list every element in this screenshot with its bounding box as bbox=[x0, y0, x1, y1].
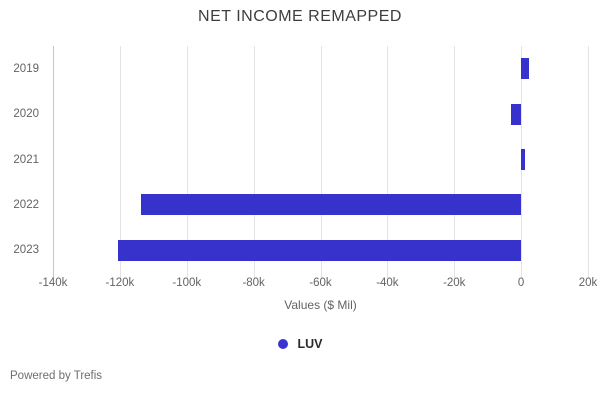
legend-marker-icon[interactable] bbox=[277, 339, 288, 349]
gridline bbox=[186, 46, 188, 278]
y-tick-label-2020: 2020 bbox=[13, 108, 39, 121]
x-tick-label--100k: -100k bbox=[172, 277, 202, 289]
gridline bbox=[387, 46, 389, 278]
bar-2022[interactable] bbox=[140, 194, 522, 216]
x-axis-title: Values ($ Mil) bbox=[284, 298, 357, 312]
chart-title: NET INCOME REMAPPED bbox=[198, 8, 402, 25]
x-tick-label-0: 0 bbox=[517, 277, 525, 289]
gridline bbox=[253, 46, 255, 278]
legend-item-luv[interactable]: LUV bbox=[297, 337, 323, 351]
y-tick-label-2022: 2022 bbox=[13, 198, 39, 211]
bar-2021[interactable] bbox=[521, 149, 525, 170]
y-tick-label-2023: 2023 bbox=[13, 244, 39, 257]
powered-by-trefis: Powered by Trefis bbox=[10, 370, 103, 382]
x-tick-label--40k: -40k bbox=[376, 277, 399, 289]
bar-2019[interactable] bbox=[521, 58, 530, 80]
y-tick-label-2021: 2021 bbox=[13, 153, 39, 166]
gridline bbox=[320, 46, 322, 278]
x-tick-label--20k: -20k bbox=[443, 277, 466, 289]
gridline bbox=[588, 46, 589, 278]
gridline bbox=[119, 46, 121, 278]
bar-2023[interactable] bbox=[117, 239, 522, 261]
x-tick-label--80k: -80k bbox=[242, 277, 265, 289]
x-tick-label--140k: -140k bbox=[38, 277, 68, 289]
plot-area bbox=[53, 46, 589, 278]
y-axis-line bbox=[53, 46, 54, 278]
x-tick-label--60k: -60k bbox=[309, 277, 332, 289]
x-axis-tick-labels: -140k -120k -100k -80k -60k -40k -20k 0 20k bbox=[39, 277, 598, 291]
legend: LUV bbox=[0, 334, 600, 354]
gridline bbox=[454, 46, 456, 278]
bar-2020[interactable] bbox=[511, 103, 522, 125]
y-tick-label-2019: 2019 bbox=[13, 62, 39, 75]
x-tick-label--120k: -120k bbox=[105, 277, 135, 289]
y-axis-labels: 2019 2020 2021 2022 2023 bbox=[0, 46, 42, 273]
x-tick-label-20k: 20k bbox=[578, 277, 598, 289]
